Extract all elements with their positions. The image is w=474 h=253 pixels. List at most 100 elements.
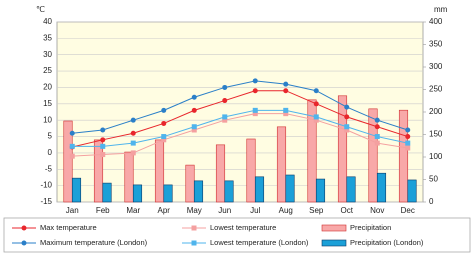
x-tick-label: Nov	[370, 206, 384, 215]
plot-area	[56, 21, 424, 203]
marker	[100, 127, 106, 133]
bar	[124, 151, 134, 203]
bar	[71, 177, 82, 203]
y2-tick-label: 100	[429, 152, 443, 161]
marker	[222, 84, 228, 90]
marker	[130, 117, 136, 123]
legend-swatch	[321, 239, 347, 247]
marker	[405, 145, 411, 151]
y-tick-label: 15	[43, 99, 52, 108]
marker	[374, 124, 380, 130]
marker	[344, 127, 350, 133]
x-tick-label: Jan	[66, 206, 79, 215]
x-tick-label: Oct	[341, 206, 354, 215]
x-tick-label: May	[187, 206, 202, 215]
bar	[163, 184, 173, 203]
marker	[405, 134, 411, 140]
marker	[161, 120, 167, 126]
marker	[344, 104, 350, 110]
marker	[313, 101, 319, 107]
bar	[63, 120, 73, 203]
bar	[154, 139, 165, 203]
bar	[307, 99, 317, 203]
bar	[368, 108, 378, 203]
y2-tick-label: 350	[429, 40, 443, 49]
legend-marker	[21, 225, 27, 231]
legend-marker	[191, 240, 197, 246]
y2-tick-label: 150	[429, 130, 443, 139]
y2-tick-label: 250	[429, 85, 443, 94]
marker	[405, 127, 411, 133]
x-tick-label: Apr	[158, 206, 171, 215]
marker	[283, 111, 289, 117]
bar	[132, 184, 143, 203]
marker	[344, 124, 350, 130]
marker	[161, 137, 167, 143]
y-tick-label: 35	[43, 33, 52, 42]
bar	[193, 180, 204, 203]
y-tick-label: 30	[43, 50, 52, 59]
marker	[69, 143, 75, 149]
bar	[376, 172, 387, 203]
marker	[374, 134, 380, 140]
marker	[130, 150, 136, 156]
y-tick-label: 10	[43, 115, 52, 124]
y-axis-label: ℃	[36, 5, 45, 14]
y-tick-label: 0	[48, 148, 53, 157]
y-tick-label: -15	[40, 197, 52, 206]
x-tick-label: Feb	[96, 206, 110, 215]
marker	[283, 88, 289, 94]
y2-tick-label: 200	[429, 107, 443, 116]
legend	[3, 217, 471, 253]
x-tick-label: Mar	[126, 206, 140, 215]
legend-label: Lowest temperature (London)	[210, 238, 309, 247]
legend-label: Lowest temperature	[210, 223, 276, 232]
marker	[69, 130, 75, 136]
bar	[315, 178, 326, 203]
bar	[185, 164, 195, 203]
bar	[224, 180, 234, 203]
marker	[100, 143, 106, 149]
y-tick-label: 5	[48, 132, 53, 141]
y-tick-label: 20	[43, 83, 52, 92]
marker	[374, 117, 380, 123]
marker	[130, 140, 136, 146]
bar	[215, 144, 226, 203]
line	[72, 80, 408, 134]
marker	[222, 98, 228, 104]
bar	[276, 126, 287, 203]
bar	[346, 176, 356, 203]
marker	[191, 124, 197, 130]
y-tick-label: 25	[43, 66, 52, 75]
y2-axis-label: mm	[434, 5, 448, 14]
legend-entries: Max temperature Lowest temperature Precipi…	[12, 223, 424, 247]
y-tick-label: -10	[40, 181, 52, 190]
marker	[252, 88, 258, 94]
bar	[337, 95, 348, 203]
legend-label: Precipitation	[350, 223, 391, 232]
marker	[252, 78, 258, 84]
marker	[100, 137, 106, 143]
marker	[191, 107, 197, 113]
marker	[313, 88, 319, 94]
marker	[252, 111, 258, 117]
bar	[102, 182, 112, 203]
legend-swatch	[321, 224, 347, 232]
marker	[161, 107, 167, 113]
bar	[93, 139, 104, 203]
y2-tick-label: 300	[429, 62, 443, 71]
marker	[283, 81, 289, 87]
line	[72, 90, 408, 148]
legend-label: Maximum temperature (London)	[40, 238, 148, 247]
y2-tick-label: 50	[429, 175, 438, 184]
x-tick-label: Jun	[218, 206, 231, 215]
bar	[398, 109, 409, 203]
marker	[100, 152, 106, 158]
legend-marker	[191, 225, 197, 231]
bar	[407, 179, 417, 203]
x-tick-label: Aug	[279, 206, 293, 215]
line	[72, 113, 408, 157]
y2-tick-label: 400	[429, 17, 443, 26]
marker	[222, 117, 228, 123]
